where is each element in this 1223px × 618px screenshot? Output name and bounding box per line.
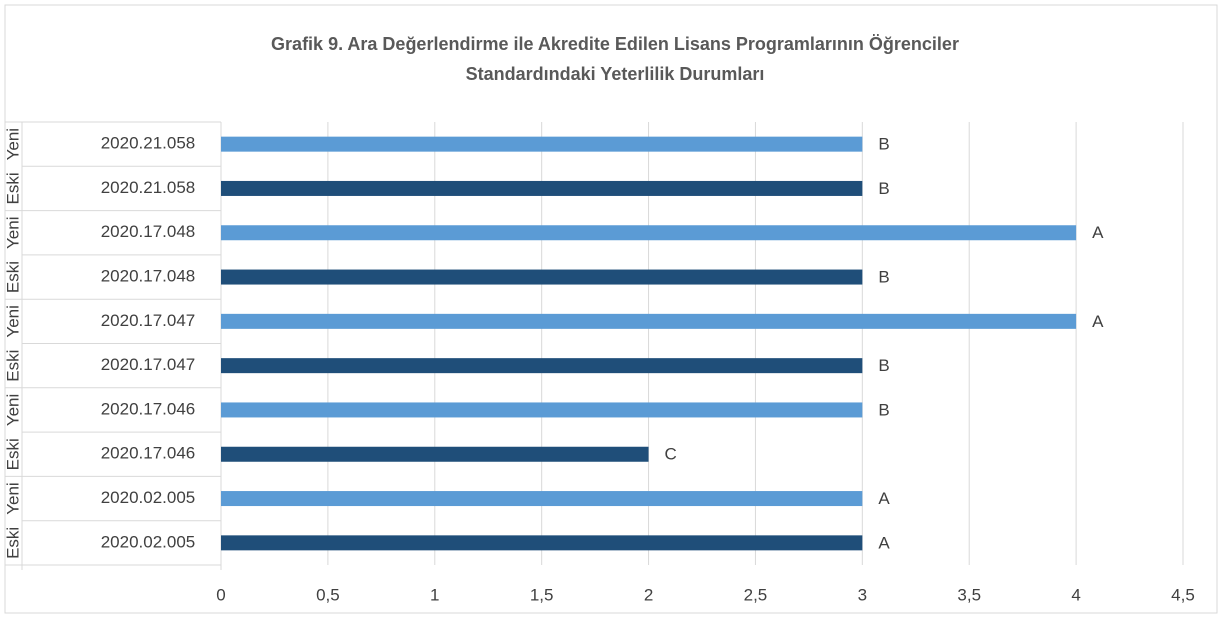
x-tick-label: 1,5 [530,585,554,604]
y-tick-label: 2020.17.048 [101,222,196,241]
y-group-label: Eski [3,438,22,470]
x-tick-label: 4,5 [1171,585,1195,604]
y-group-label: Eski [3,527,22,559]
bar [221,402,863,418]
x-tick-label: 0 [216,585,225,604]
x-tick-label: 3,5 [957,585,981,604]
y-group-label: Yeni [3,305,22,337]
bar [221,225,1077,241]
x-tick-label: 2,5 [744,585,768,604]
y-tick-label: 2020.02.005 [101,532,196,551]
data-label: A [878,489,890,508]
y-group-label: Yeni [3,128,22,160]
bar [221,180,863,196]
y-group-label: Yeni [3,217,22,249]
y-tick-label: 2020.17.047 [101,355,196,374]
y-tick-label: 2020.17.047 [101,311,196,330]
bar [221,535,863,551]
chart-border [4,4,1218,614]
y-group-label: Yeni [3,394,22,426]
bar [221,313,1077,329]
x-tick-label: 1 [430,585,439,604]
data-label: B [878,179,889,198]
x-tick-label: 0,5 [316,585,340,604]
data-label: A [1092,312,1104,331]
data-label: A [878,533,890,552]
x-tick-label: 3 [858,585,867,604]
y-tick-label: 2020.17.048 [101,267,196,286]
bar [221,491,863,507]
y-tick-label: 2020.17.046 [101,444,196,463]
data-label: B [878,400,889,419]
x-tick-label: 2 [644,585,653,604]
x-tick-label: 4 [1071,585,1080,604]
y-tick-label: 2020.17.046 [101,399,196,418]
y-group-label: Eski [3,261,22,293]
y-tick-label: 2020.02.005 [101,488,196,507]
bar [221,136,863,152]
data-label: A [1092,223,1104,242]
bar [221,269,863,285]
bar [221,446,649,462]
data-label: B [878,268,889,287]
y-group-label: Eski [3,172,22,204]
data-label: C [665,445,677,464]
y-group-label: Eski [3,350,22,382]
y-tick-label: 2020.21.058 [101,134,196,153]
chart-title: Standardındaki Yeterlilik Durumları [466,64,765,84]
bar [221,358,863,374]
y-group-label: Yeni [3,482,22,514]
y-tick-label: 2020.21.058 [101,178,196,197]
data-label: B [878,356,889,375]
chart-title: Grafik 9. Ara Değerlendirme ile Akredite… [271,34,959,54]
data-label: B [878,135,889,154]
